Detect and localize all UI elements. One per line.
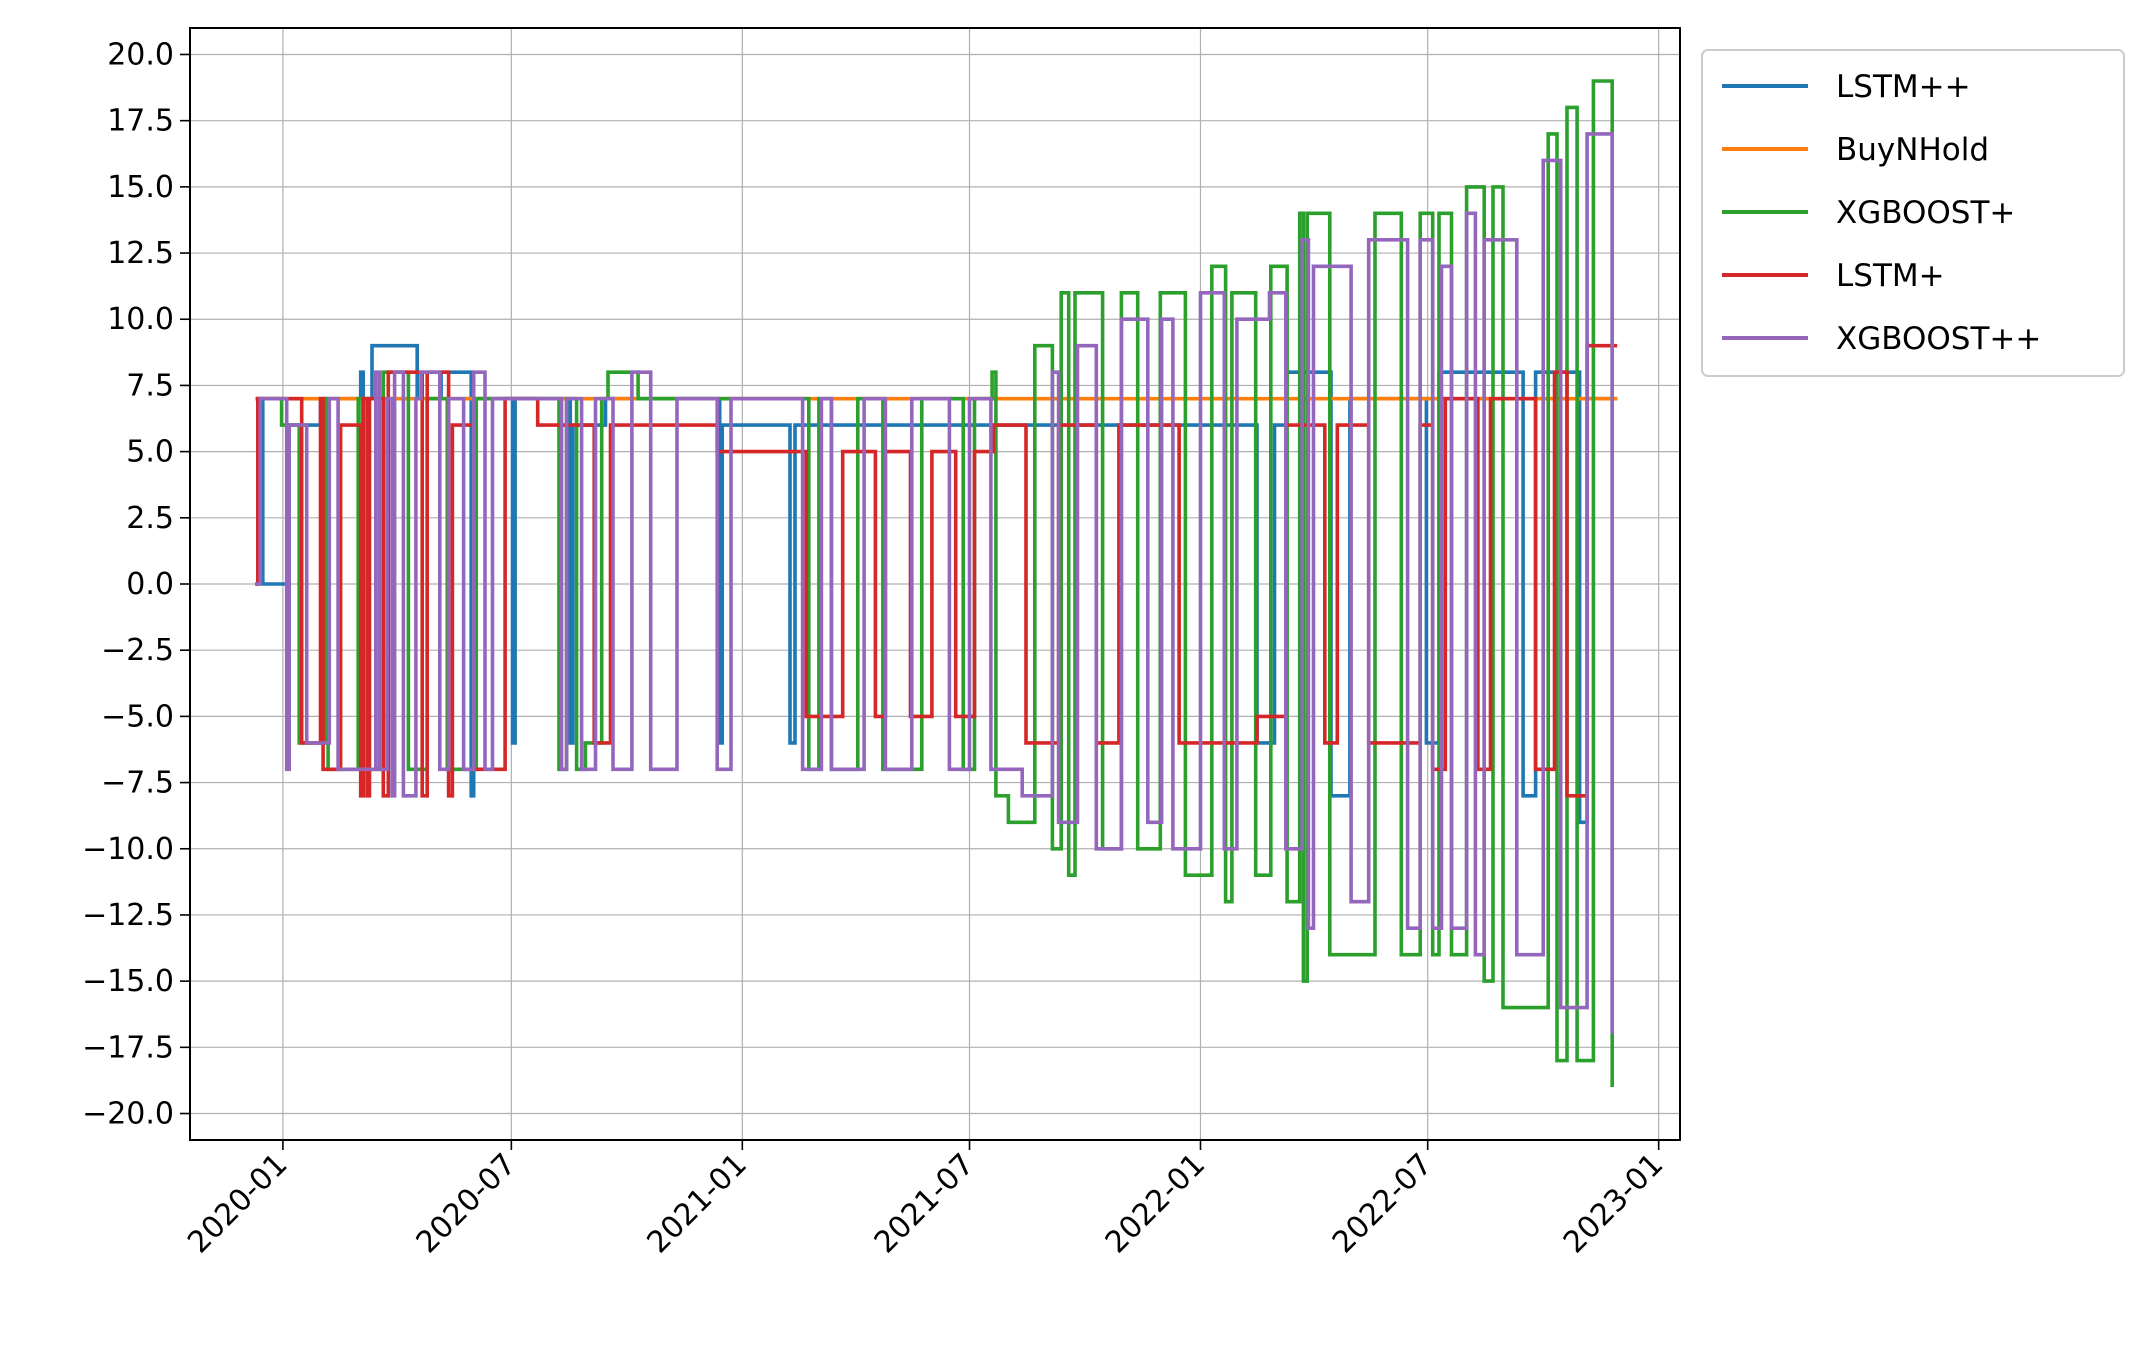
legend-label: XGBOOST+ <box>1836 195 2015 231</box>
y-tick-label: 5.0 <box>126 435 174 470</box>
y-tick-label: −15.0 <box>82 964 174 999</box>
series-line-2 <box>255 79 1614 1087</box>
legend-label: XGBOOST++ <box>1836 321 2041 357</box>
y-tick-label: 20.0 <box>107 37 174 72</box>
y-tick-label: −5.0 <box>101 699 174 734</box>
y-tick-label: 12.5 <box>107 236 174 271</box>
y-tick-label: −7.5 <box>101 766 174 801</box>
legend: LSTM++ BuyNHold XGBOOST+ LSTM+ XGBOOST++ <box>1701 49 2125 377</box>
legend-label: LSTM++ <box>1836 69 1971 105</box>
y-tick-label: 15.0 <box>107 170 174 205</box>
legend-label: LSTM+ <box>1836 258 1945 294</box>
y-tick-label: −10.0 <box>82 832 174 867</box>
legend-label: BuyNHold <box>1836 132 1989 168</box>
y-tick-label: 0.0 <box>126 567 174 602</box>
legend-frame <box>1701 49 2125 377</box>
y-tick-label: 17.5 <box>107 104 174 139</box>
y-tick-label: −2.5 <box>101 633 174 668</box>
y-tick-label: −17.5 <box>82 1030 174 1065</box>
y-tick-label: 2.5 <box>126 501 174 536</box>
y-tick-label: 10.0 <box>107 302 174 337</box>
series-line-4 <box>255 132 1614 1035</box>
y-tick-label: 7.5 <box>126 368 174 403</box>
y-tick-label: −12.5 <box>82 898 174 933</box>
y-tick-label: −20.0 <box>82 1097 174 1132</box>
series-lines <box>255 79 1618 1087</box>
y-axis: 20.0 17.5 15.0 12.5 10.0 7.5 5.0 2.5 0.0 −2.5 −5.0… <box>82 37 190 1132</box>
